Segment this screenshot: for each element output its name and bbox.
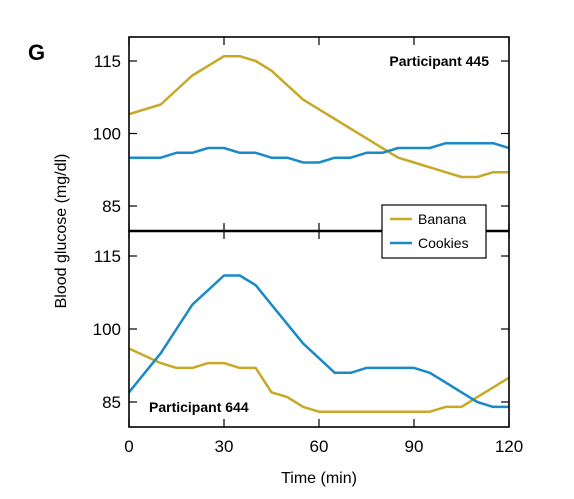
x-tick-label: 0 (124, 437, 133, 456)
x-tick-label: 30 (215, 437, 234, 456)
participant-annotation-top: Participant 445 (389, 53, 489, 69)
series-line-cookies-top (129, 141, 510, 164)
legend-box (381, 204, 487, 259)
top-panel: 85 100 115 Participant 445 (93, 36, 510, 232)
y-tick-label: 85 (102, 197, 121, 216)
plot-frame-bottom (128, 230, 510, 428)
y-tick-label: 85 (102, 393, 121, 412)
x-tick-label: 60 (310, 437, 329, 456)
y-tick-label: 100 (93, 320, 121, 339)
series-line-cookies-bottom (128, 274, 509, 409)
y-tick-label: 115 (94, 247, 121, 266)
x-tick-label: 90 (405, 437, 424, 456)
x-tick-label: 120 (495, 437, 523, 456)
y-tick-label: 100 (93, 125, 121, 144)
participant-annotation-bottom: Participant 644 (149, 399, 249, 415)
legend: Banana Cookies (381, 204, 487, 259)
y-tick-label: 115 (94, 52, 121, 71)
legend-label-cookies: Cookies (418, 235, 469, 251)
panel-label: G (28, 40, 45, 65)
series-line-banana-top (128, 54, 509, 179)
x-axis-label: Time (min) (281, 470, 357, 487)
series-line-banana-bottom (128, 347, 510, 413)
bottom-panel: 85 100 115 0 30 60 90 120 Participant 644 (93, 230, 523, 456)
legend-label-banana: Banana (418, 211, 466, 227)
y-axis-label: Blood glucose (mg/dl) (53, 154, 70, 309)
